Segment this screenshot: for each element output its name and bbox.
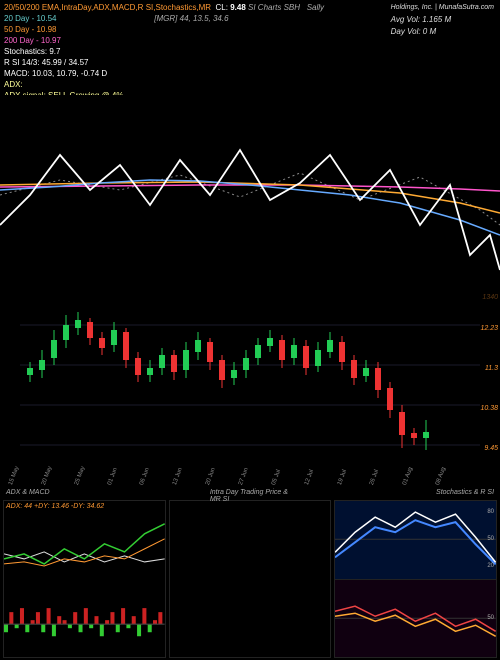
ema-price-chart [0, 95, 500, 285]
ema50-label: 50 Day - 10.98 [4, 25, 56, 34]
stochastics-panel: Stochastics & R SI 80 50 20 50 [334, 500, 497, 658]
stochastics-label: Stochastics: 9.7 [4, 47, 60, 56]
intraday-panel: Intra Day Trading Price & MR SI [169, 500, 332, 658]
rsi-label: R SI 14/3: 45.99 / 34.57 [4, 58, 89, 67]
macd-label: MACD: 10.03, 10.79, -0.74 D [4, 69, 107, 78]
ema200-label: 200 Day - 10.97 [4, 36, 61, 45]
candlestick-chart: 134012.2311.310.389.45 [0, 290, 500, 470]
indicator-list: 20/50/200 EMA,IntraDay,ADX,MACD,R [4, 3, 143, 12]
volume-info: Holdings, Inc. | MunafaSutra.com Avg Vol… [391, 2, 494, 38]
ema20-label: 20 Day - 10.54 [4, 14, 56, 23]
indicator-row: ADX & MACD ADX: 44 +DY: 13.46 -DY: 34.62… [0, 500, 500, 658]
adx-label: ADX: [4, 80, 23, 89]
avg-vol: Avg Vol: 1.165 M [391, 14, 494, 26]
day-vol: Day Vol: 0 M [391, 26, 494, 38]
adx-macd-panel: ADX & MACD ADX: 44 +DY: 13.46 -DY: 34.62 [3, 500, 166, 658]
